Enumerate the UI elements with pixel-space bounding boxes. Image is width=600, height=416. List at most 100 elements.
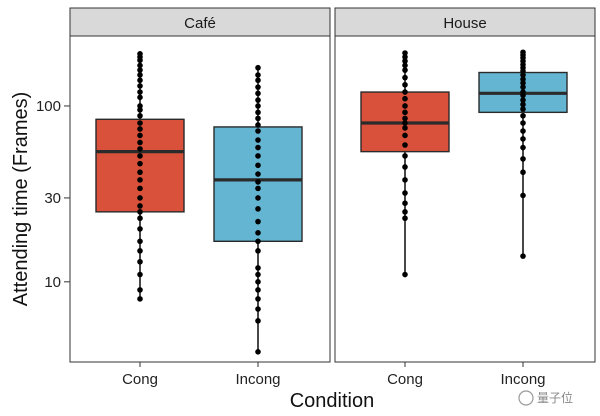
- data-point-0-cong-28: [137, 238, 143, 245]
- x-axis: Cong Incong Cong Incong: [122, 362, 546, 388]
- data-point-0-incong-8: [255, 115, 261, 122]
- data-point-1-cong-3: [402, 62, 408, 69]
- data-point-0-incong-31: [255, 349, 261, 355]
- data-point-1-cong-6: [402, 81, 408, 88]
- data-point-0-cong-22: [137, 185, 143, 192]
- data-point-1-cong-9: [402, 103, 408, 109]
- data-point-0-cong-26: [137, 215, 143, 222]
- data-point-1-incong-10: [520, 84, 526, 90]
- data-point-1-cong-0: [402, 50, 408, 56]
- data-point-1-cong-16: [402, 153, 408, 159]
- data-point-0-incong-25: [255, 271, 261, 278]
- data-point-0-incong-10: [255, 128, 261, 134]
- data-point-0-cong-23: [137, 195, 143, 201]
- data-point-0-cong-13: [137, 120, 143, 126]
- data-point-0-cong-24: [137, 203, 143, 209]
- y-tick-label-10: 10: [44, 274, 61, 291]
- data-point-0-cong-33: [137, 296, 143, 302]
- data-point-0-cong-25: [137, 209, 143, 215]
- data-point-1-cong-15: [402, 142, 408, 148]
- data-point-1-incong-7: [520, 72, 526, 78]
- data-point-1-cong-4: [402, 67, 408, 73]
- data-point-0-incong-26: [255, 279, 261, 285]
- data-point-0-incong-16: [255, 179, 261, 185]
- data-point-1-cong-12: [402, 120, 408, 126]
- data-point-1-incong-18: [520, 128, 526, 134]
- data-point-1-cong-19: [402, 190, 408, 196]
- data-point-1-cong-10: [402, 109, 408, 116]
- data-point-0-incong-18: [255, 195, 261, 201]
- y-tick-label-100: 100: [36, 98, 61, 115]
- data-point-0-incong-12: [255, 144, 261, 151]
- data-point-1-cong-1: [402, 54, 408, 60]
- data-point-0-cong-19: [137, 160, 143, 167]
- data-point-0-incong-28: [255, 296, 261, 302]
- data-point-0-incong-5: [255, 97, 261, 103]
- facet-label-cafe: Café: [184, 15, 216, 32]
- data-point-0-cong-2: [137, 57, 143, 64]
- data-point-0-incong-6: [255, 103, 261, 109]
- data-point-1-cong-5: [402, 74, 408, 81]
- data-point-0-cong-11: [137, 107, 143, 113]
- data-point-0-incong-9: [255, 122, 261, 128]
- facet-strip-house: [334, 7, 596, 37]
- data-point-1-cong-11: [402, 115, 408, 122]
- data-point-0-incong-20: [255, 218, 261, 225]
- data-point-0-incong-27: [255, 287, 261, 293]
- data-point-0-cong-17: [137, 146, 143, 152]
- data-point-1-incong-6: [520, 68, 526, 74]
- data-point-0-incong-7: [255, 109, 261, 116]
- data-point-0-cong-31: [137, 271, 143, 278]
- data-point-0-incong-24: [255, 265, 261, 271]
- data-point-0-incong-0: [255, 64, 261, 71]
- data-point-1-cong-14: [402, 132, 408, 139]
- data-point-1-cong-13: [402, 125, 408, 131]
- data-point-1-incong-9: [520, 80, 526, 86]
- data-point-0-cong-20: [137, 169, 143, 176]
- data-point-0-incong-14: [255, 162, 261, 169]
- data-point-1-incong-22: [520, 169, 526, 176]
- data-point-0-cong-4: [137, 67, 143, 73]
- data-point-1-incong-12: [520, 92, 526, 99]
- data-point-1-cong-21: [402, 209, 408, 215]
- y-tick-label-30: 30: [44, 190, 61, 207]
- data-point-0-cong-27: [137, 226, 143, 232]
- data-point-1-cong-7: [402, 89, 408, 95]
- data-point-1-cong-17: [402, 164, 408, 170]
- data-point-1-incong-21: [520, 156, 526, 162]
- data-point-0-incong-23: [255, 248, 261, 254]
- data-point-0-incong-30: [255, 318, 261, 324]
- data-point-0-cong-14: [137, 126, 143, 132]
- data-point-1-incong-17: [520, 120, 526, 126]
- watermark: 量子位: [518, 390, 573, 406]
- data-point-0-cong-8: [137, 89, 143, 95]
- data-point-0-cong-16: [137, 139, 143, 146]
- data-point-0-cong-15: [137, 132, 143, 139]
- data-point-1-cong-8: [402, 95, 408, 102]
- wechat-icon: [518, 390, 534, 406]
- data-point-0-cong-21: [137, 177, 143, 183]
- facet-label-house: House: [443, 15, 486, 32]
- data-point-0-cong-30: [137, 258, 143, 265]
- x-tick-label-0-cong: Cong: [122, 371, 158, 388]
- data-point-1-incong-16: [520, 112, 526, 119]
- data-point-0-cong-3: [137, 62, 143, 69]
- data-point-0-cong-32: [137, 287, 143, 293]
- data-point-0-incong-2: [255, 77, 261, 84]
- data-point-1-incong-8: [520, 76, 526, 82]
- data-point-0-cong-6: [137, 77, 143, 84]
- panel-cafe-content: [95, 51, 303, 355]
- data-point-0-incong-3: [255, 84, 261, 90]
- facet-strip-cafe: [69, 7, 331, 37]
- x-tick-label-0-incong: Incong: [235, 371, 280, 388]
- data-point-0-incong-4: [255, 90, 261, 97]
- data-point-0-cong-10: [137, 103, 143, 109]
- data-point-0-incong-19: [255, 206, 261, 212]
- data-point-0-cong-29: [137, 248, 143, 254]
- data-point-0-incong-15: [255, 171, 261, 177]
- data-point-1-cong-18: [402, 177, 408, 183]
- data-point-1-cong-20: [402, 200, 408, 206]
- data-point-0-cong-9: [137, 94, 143, 101]
- data-point-0-cong-5: [137, 72, 143, 78]
- data-point-1-incong-20: [520, 144, 526, 151]
